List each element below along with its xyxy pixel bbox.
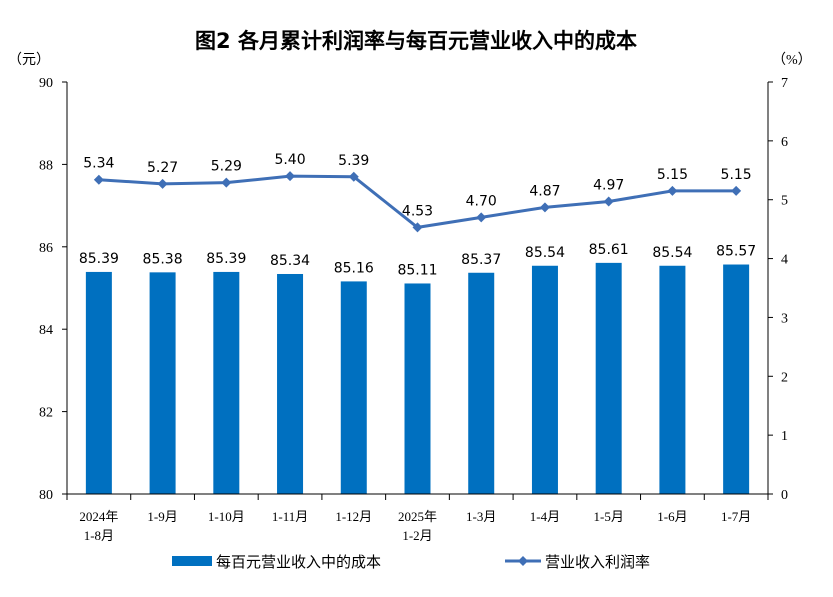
- left-tick-label: 90: [39, 76, 53, 91]
- x-tick-label: 1-4月: [530, 509, 560, 524]
- line-point-diamond: [603, 196, 614, 207]
- x-tick-label: 1-7月: [721, 509, 751, 524]
- line-data-label: 4.53: [402, 203, 433, 219]
- bar-data-label: 85.34: [270, 253, 310, 269]
- line-point-diamond: [539, 202, 550, 213]
- right-tick-label: 0: [781, 488, 788, 503]
- plot-area: 85.39 85.38 85.39 85.34 85.16 85.11 85.37 85.54…: [39, 76, 788, 543]
- right-tick-label: 4: [781, 253, 788, 268]
- bar: [659, 265, 686, 494]
- bar: [595, 262, 622, 494]
- legend-bar-swatch: [172, 556, 212, 566]
- x-tick-label: 1-5月: [594, 509, 624, 524]
- bar-data-label: 85.38: [143, 251, 183, 267]
- x-tick-label: 1-10月: [208, 509, 245, 524]
- line-point-diamond: [731, 185, 742, 196]
- line-data-label: 4.97: [593, 177, 624, 193]
- bar: [213, 271, 240, 494]
- bar-data-label: 85.61: [589, 242, 629, 258]
- right-tick-label: 1: [781, 429, 788, 444]
- line-data-label: 4.87: [529, 183, 560, 199]
- right-tick-label: 2: [781, 370, 788, 385]
- left-tick-label: 84: [39, 323, 53, 338]
- x-tick-label: 1-12月: [335, 509, 372, 524]
- bar: [531, 265, 558, 494]
- bar: [723, 264, 750, 494]
- legend-bar-label: 每百元营业收入中的成本: [216, 553, 381, 571]
- line-point-diamond: [476, 212, 487, 223]
- line-data-label: 5.27: [147, 160, 178, 176]
- x-tick-label: 1-8月: [84, 528, 114, 543]
- legend-diamond-icon: [518, 556, 528, 566]
- legend-line-label: 营业收入利润率: [545, 553, 650, 571]
- x-tick-label: 1-9月: [147, 509, 177, 524]
- legend: 每百元营业收入中的成本 营业收入利润率: [172, 553, 650, 571]
- line-point-diamond: [93, 174, 104, 185]
- line-point-diamond: [157, 178, 168, 189]
- line-point-diamond: [412, 222, 423, 233]
- bar: [85, 271, 112, 494]
- line-data-label: 5.29: [211, 159, 242, 175]
- line-point-diamond: [221, 177, 232, 188]
- line-point-diamond: [667, 185, 678, 196]
- chart-title: 图2 各月累计利润率与每百元营业收入中的成本: [195, 29, 637, 53]
- line-point-diamond: [285, 171, 296, 182]
- line-point-diamond: [348, 171, 359, 182]
- bar-data-label: 85.54: [652, 245, 692, 261]
- left-tick-label: 88: [39, 158, 53, 173]
- line-data-label: 5.15: [657, 167, 688, 183]
- right-tick-label: 6: [781, 135, 788, 150]
- bar: [277, 273, 304, 494]
- line-data-label: 5.34: [83, 156, 114, 172]
- x-tick-label: 1-2月: [402, 528, 432, 543]
- bar: [404, 283, 431, 494]
- left-tick-label: 80: [39, 488, 53, 503]
- x-tick-label: 1-6月: [657, 509, 687, 524]
- bar-data-label: 85.39: [206, 251, 246, 267]
- bar-data-label: 85.16: [334, 260, 374, 276]
- bar-data-label: 85.37: [461, 252, 501, 268]
- right-tick-label: 5: [781, 194, 788, 209]
- left-axis-unit: （元）: [8, 52, 50, 68]
- bar-data-label: 85.39: [79, 251, 119, 267]
- right-tick-label: 3: [781, 311, 788, 326]
- x-tick-label: 1-11月: [272, 509, 308, 524]
- profit-rate-line: [98, 174, 737, 229]
- line-data-label: 4.70: [466, 193, 497, 209]
- bar: [468, 272, 495, 494]
- bar-data-label: 85.11: [397, 262, 437, 278]
- left-tick-label: 82: [39, 406, 53, 421]
- bar: [149, 272, 176, 494]
- line-data-label: 5.39: [338, 153, 369, 169]
- bar-data-label: 85.54: [525, 245, 565, 261]
- x-tick-label: 1-3月: [466, 509, 496, 524]
- x-tick-label: 2024年: [79, 509, 118, 524]
- right-tick-label: 7: [781, 76, 788, 91]
- left-tick-label: 86: [39, 241, 53, 256]
- bar-data-label: 85.57: [716, 244, 756, 260]
- bar: [340, 281, 367, 494]
- right-axis-unit: （%）: [772, 52, 812, 68]
- line-data-label: 5.40: [274, 152, 305, 168]
- line-data-label: 5.15: [721, 167, 752, 183]
- x-tick-label: 2025年: [398, 509, 437, 524]
